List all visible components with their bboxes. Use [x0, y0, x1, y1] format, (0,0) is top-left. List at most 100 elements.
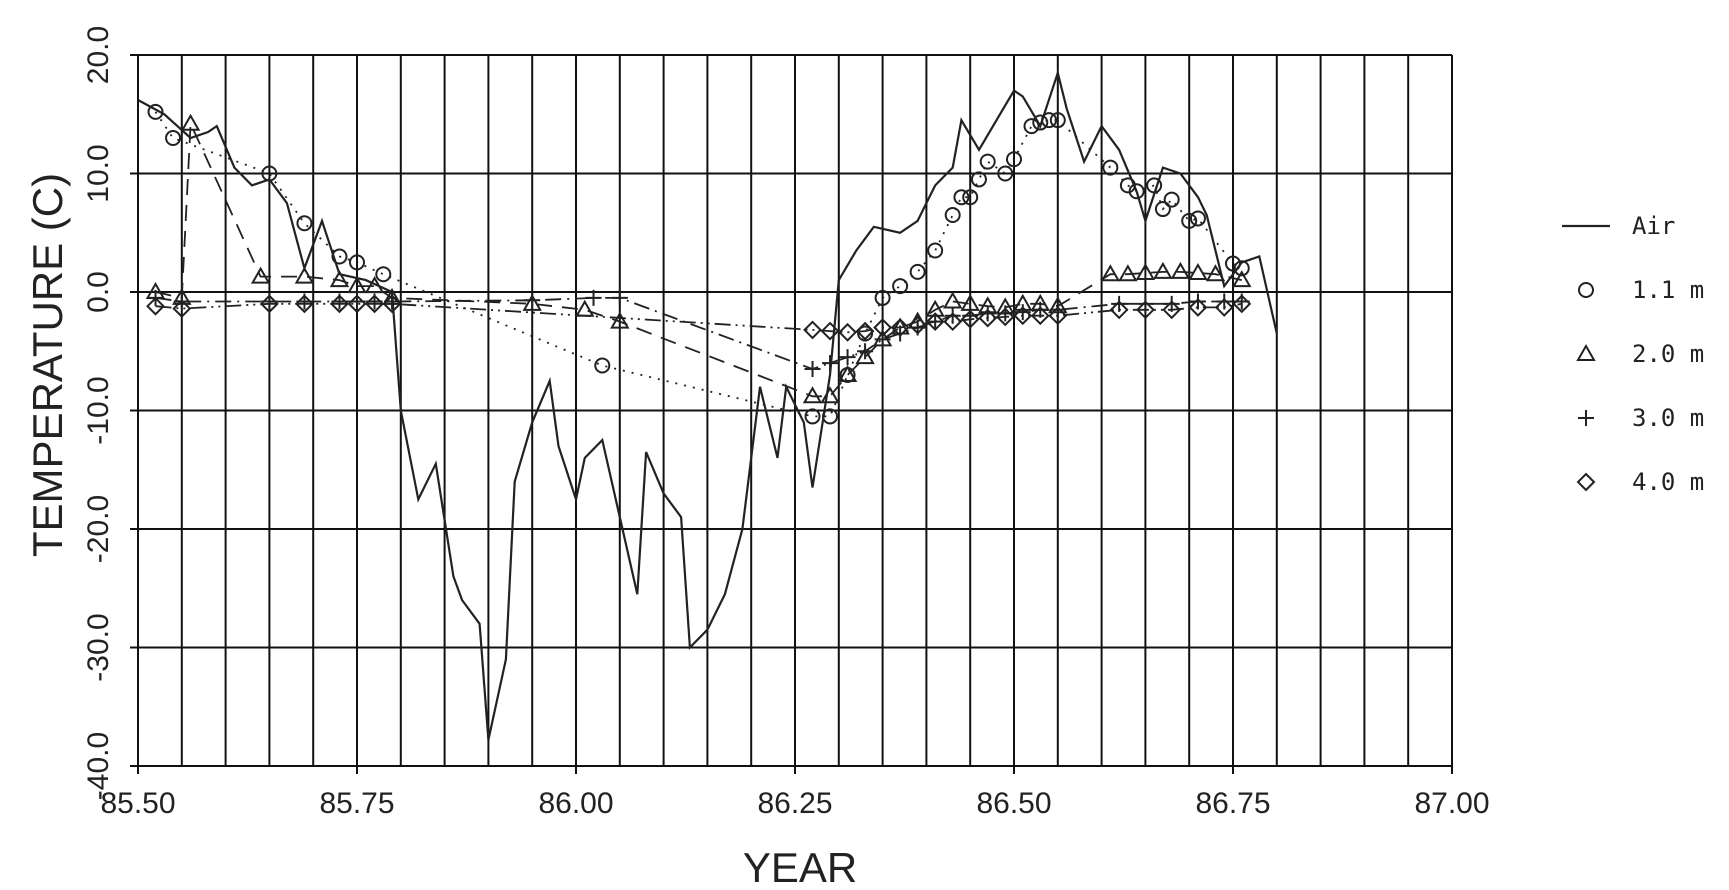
data-point-4-0-m — [1188, 297, 1208, 317]
data-point-1-1-m — [147, 103, 164, 120]
data-point-1-1-m — [953, 189, 970, 206]
data-point-4-0-m — [803, 320, 822, 340]
data-point-4-0-m — [259, 294, 279, 314]
series-line-1-1-m — [154, 111, 1243, 418]
data-point-1-1-m — [331, 248, 348, 265]
data-point-4-0-m — [1109, 300, 1129, 320]
data-point-1-1-m — [804, 408, 821, 425]
series-2-0-m — [145, 113, 1252, 404]
legend-label-4-0-m: 4.0 m — [1632, 468, 1704, 496]
legend-marker-4-0-m — [1576, 472, 1596, 492]
data-point-2-0-m — [1100, 264, 1121, 282]
data-point-1-1-m — [822, 408, 839, 425]
data-point-4-0-m — [347, 294, 367, 314]
data-point-4-0-m — [838, 322, 857, 342]
series-1-1-m — [147, 103, 1250, 425]
data-point-4-0-m — [172, 299, 192, 319]
data-point-3-0-m — [839, 349, 856, 366]
data-point-1-1-m — [892, 278, 909, 295]
data-point-1-1-m — [296, 215, 313, 232]
data-point-4-0-m — [943, 312, 963, 332]
data-point-4-0-m — [1013, 306, 1033, 326]
data-point-2-0-m — [250, 266, 271, 284]
data-point-1-1-m — [997, 165, 1014, 182]
data-point-1-1-m — [1032, 114, 1049, 131]
data-point-1-1-m — [1163, 191, 1180, 208]
data-point-2-0-m — [820, 386, 840, 404]
data-point-4-0-m — [925, 312, 945, 332]
data-point-4-0-m — [978, 308, 998, 328]
data-point-4-0-m — [1030, 306, 1050, 326]
series-air — [137, 68, 1278, 741]
series-line-2-0-m — [155, 123, 1242, 398]
x-tick-label: 86.75 — [1195, 787, 1270, 820]
data-point-2-0-m — [347, 276, 367, 294]
legend-item-4-0-m: 4.0 m — [1576, 468, 1704, 496]
x-tick-label: 86.25 — [757, 787, 832, 820]
data-point-1-1-m — [1049, 112, 1066, 129]
data-point-1-1-m — [349, 254, 365, 271]
y-tick-label: 10.0 — [82, 144, 115, 202]
data-point-4-0-m — [855, 321, 875, 341]
y-tick-label: 20.0 — [82, 26, 115, 84]
legend-item-3-0-m: 3.0 m — [1578, 404, 1704, 432]
data-point-1-1-m — [970, 171, 987, 188]
data-point-4-0-m — [295, 294, 314, 314]
legend-label-1-1-m: 1.1 m — [1632, 276, 1704, 304]
data-point-1-1-m — [1023, 118, 1040, 135]
data-point-3-0-m — [1189, 293, 1206, 310]
legend-marker-3-0-m — [1578, 410, 1594, 426]
data-point-3-0-m — [585, 289, 602, 306]
legend-item-1-1-m: 1.1 m — [1578, 276, 1704, 304]
y-axis-title: TEMPERATURE (C) — [24, 173, 71, 557]
data-point-4-0-m — [960, 309, 980, 329]
data-point-4-0-m — [1232, 294, 1252, 314]
data-point-4-0-m — [908, 315, 928, 335]
y-tick-label: -20.0 — [82, 495, 115, 563]
data-point-2-0-m — [942, 291, 963, 309]
data-point-4-0-m — [820, 321, 840, 341]
data-point-4-0-m — [365, 294, 384, 314]
series-line-3-0-m — [155, 297, 1242, 370]
data-point-1-1-m — [1189, 210, 1206, 227]
data-point-1-1-m — [1102, 159, 1119, 176]
data-point-3-0-m — [524, 292, 541, 309]
data-point-2-0-m — [1188, 263, 1208, 281]
data-point-2-0-m — [522, 293, 542, 311]
data-point-2-0-m — [329, 270, 350, 288]
y-tick-label: -40.0 — [82, 732, 115, 800]
data-point-4-0-m — [1135, 300, 1155, 320]
data-point-1-1-m — [1128, 183, 1145, 200]
data-point-1-1-m — [165, 129, 182, 146]
legend-item-2-0-m: 2.0 m — [1576, 340, 1704, 368]
data-point-1-1-m — [1181, 212, 1198, 229]
data-point-1-1-m — [261, 165, 278, 182]
data-point-1-1-m — [979, 153, 996, 170]
y-tick-label: -10.0 — [82, 376, 115, 444]
data-point-2-0-m — [575, 299, 595, 317]
data-point-2-0-m — [1232, 270, 1252, 288]
data-point-2-0-m — [802, 386, 823, 404]
data-point-2-0-m — [1118, 264, 1138, 282]
data-point-4-0-m — [995, 307, 1015, 327]
data-point-3-0-m — [611, 289, 628, 306]
data-point-4-0-m — [330, 294, 349, 314]
series-area — [137, 68, 1278, 741]
data-point-4-0-m — [382, 294, 402, 314]
data-point-2-0-m — [1135, 263, 1156, 281]
data-point-1-1-m — [944, 206, 961, 223]
grid — [130, 54, 1453, 767]
data-point-2-0-m — [610, 311, 630, 329]
data-point-1-1-m — [909, 263, 926, 280]
x-tick-label: 85.75 — [319, 787, 394, 820]
data-point-2-0-m — [837, 364, 858, 382]
data-point-4-0-m — [1162, 300, 1182, 320]
data-point-3-0-m — [857, 343, 874, 360]
data-point-1-1-m — [1233, 260, 1250, 277]
data-point-2-0-m — [364, 276, 385, 294]
data-point-2-0-m — [855, 347, 875, 365]
legend-label-air: Air — [1632, 212, 1675, 240]
x-tick-label: 85.50 — [100, 787, 175, 820]
y-tick-label: 0.0 — [82, 271, 115, 313]
